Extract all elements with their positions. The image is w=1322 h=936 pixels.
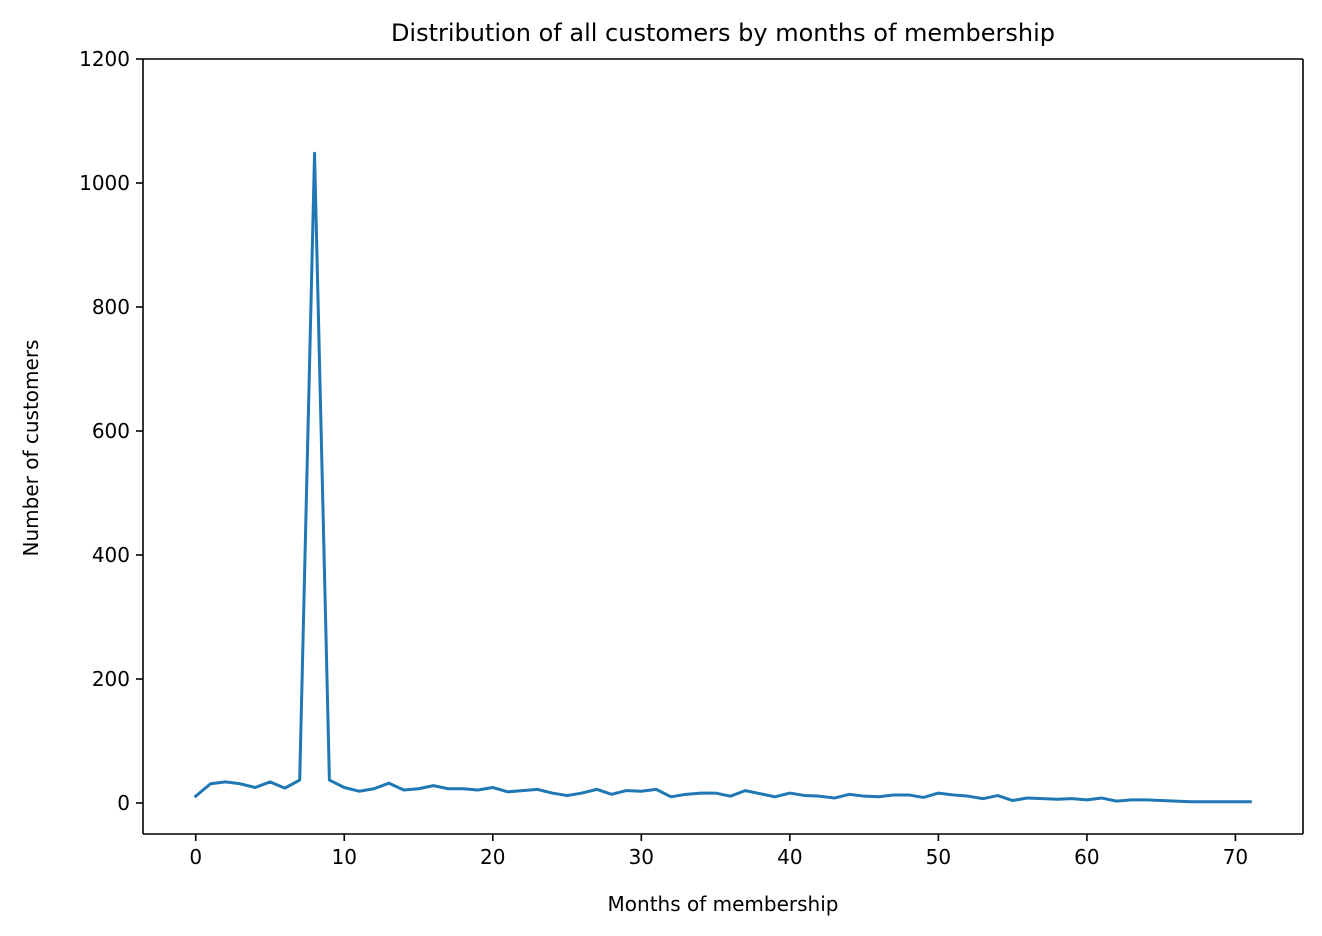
y-tick-label: 800: [92, 295, 130, 319]
y-tick-label: 600: [92, 419, 130, 443]
x-tick-label: 30: [629, 845, 654, 869]
x-tick-label: 20: [480, 845, 505, 869]
x-tick-label: 10: [332, 845, 357, 869]
y-tick-label: 0: [117, 791, 130, 815]
plot-area: 0 10 20 30 40 50 60 70 0 200 400 600 800 1000 1200: [79, 47, 1304, 869]
x-tick-label: 70: [1223, 845, 1248, 869]
x-axis-label: Months of membership: [608, 892, 839, 916]
series-line-0: [193, 151, 1252, 804]
y-axis-label: Number of customers: [19, 340, 43, 557]
x-tick-label: 0: [189, 845, 202, 869]
y-tick-label: 1000: [79, 171, 130, 195]
y-tick-label: 400: [92, 543, 130, 567]
x-tick-label: 50: [926, 845, 951, 869]
x-tick-label: 40: [777, 845, 802, 869]
y-tick-label: 1200: [79, 47, 130, 71]
x-tick-label: 60: [1074, 845, 1099, 869]
chart-title: Distribution of all customers by months …: [391, 19, 1055, 47]
y-tick-label: 200: [92, 667, 130, 691]
